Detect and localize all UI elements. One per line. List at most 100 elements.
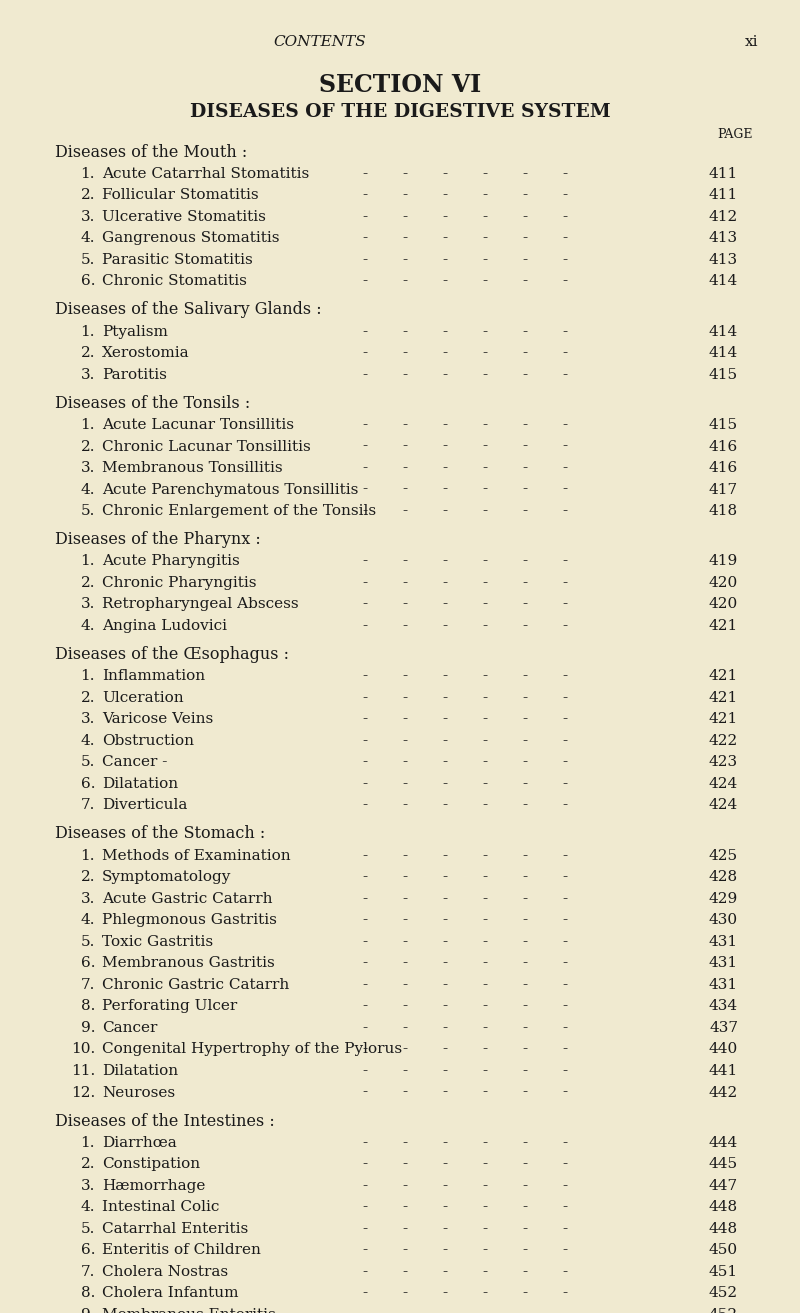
Text: -: - <box>522 1222 527 1236</box>
Text: -: - <box>402 504 407 519</box>
Text: 424: 424 <box>709 777 738 790</box>
Text: 415: 415 <box>709 418 738 432</box>
Text: -: - <box>402 1136 407 1150</box>
Text: -: - <box>522 734 527 748</box>
Text: -: - <box>482 1157 487 1171</box>
Text: -: - <box>442 1022 447 1035</box>
Text: 1.: 1. <box>81 418 95 432</box>
Text: -: - <box>562 871 567 884</box>
Text: -: - <box>562 1308 567 1313</box>
Text: -: - <box>562 798 567 813</box>
Text: -: - <box>442 188 447 202</box>
Text: -: - <box>362 978 367 991</box>
Text: 11.: 11. <box>70 1064 95 1078</box>
Text: -: - <box>362 1086 367 1099</box>
Text: 437: 437 <box>709 1022 738 1035</box>
Text: -: - <box>402 1064 407 1078</box>
Text: 10.: 10. <box>70 1043 95 1057</box>
Text: -: - <box>402 670 407 683</box>
Text: -: - <box>522 755 527 769</box>
Text: -: - <box>362 1179 367 1192</box>
Text: 4.: 4. <box>81 734 95 748</box>
Text: 2.: 2. <box>81 576 95 590</box>
Text: -: - <box>362 1136 367 1150</box>
Text: -: - <box>522 999 527 1014</box>
Text: -: - <box>402 274 407 289</box>
Text: -: - <box>442 978 447 991</box>
Text: Symptomatology: Symptomatology <box>102 871 231 884</box>
Text: 1.: 1. <box>81 848 95 863</box>
Text: -: - <box>482 1179 487 1192</box>
Text: -: - <box>562 167 567 181</box>
Text: 4.: 4. <box>81 914 95 927</box>
Text: 4.: 4. <box>81 1200 95 1215</box>
Text: 4.: 4. <box>81 483 95 496</box>
Text: -: - <box>362 956 367 970</box>
Text: -: - <box>442 1179 447 1192</box>
Text: -: - <box>562 461 567 475</box>
Text: Phlegmonous Gastritis: Phlegmonous Gastritis <box>102 914 277 927</box>
Text: 5.: 5. <box>81 1222 95 1236</box>
Text: Diseases of the Intestines :: Diseases of the Intestines : <box>55 1112 274 1129</box>
Text: -: - <box>362 188 367 202</box>
Text: -: - <box>362 231 367 246</box>
Text: 421: 421 <box>709 691 738 705</box>
Text: 4.: 4. <box>81 231 95 246</box>
Text: 447: 447 <box>709 1179 738 1192</box>
Text: Angina Ludovici: Angina Ludovici <box>102 618 227 633</box>
Text: -: - <box>562 1022 567 1035</box>
Text: -: - <box>362 554 367 569</box>
Text: -: - <box>442 440 447 453</box>
Text: 421: 421 <box>709 670 738 683</box>
Text: 416: 416 <box>709 440 738 453</box>
Text: -: - <box>402 1200 407 1215</box>
Text: -: - <box>522 956 527 970</box>
Text: -: - <box>562 777 567 790</box>
Text: Cancer: Cancer <box>102 1022 158 1035</box>
Text: -: - <box>482 167 487 181</box>
Text: -: - <box>362 798 367 813</box>
Text: -: - <box>402 1264 407 1279</box>
Text: -: - <box>522 848 527 863</box>
Text: -: - <box>482 440 487 453</box>
Text: -: - <box>402 777 407 790</box>
Text: -: - <box>562 1243 567 1258</box>
Text: -: - <box>442 1136 447 1150</box>
Text: -: - <box>522 691 527 705</box>
Text: -: - <box>442 274 447 289</box>
Text: -: - <box>522 1086 527 1099</box>
Text: Diseases of the Pharynx :: Diseases of the Pharynx : <box>55 532 261 549</box>
Text: -: - <box>522 1043 527 1057</box>
Text: -: - <box>442 347 447 360</box>
Text: 1.: 1. <box>81 324 95 339</box>
Text: -: - <box>562 576 567 590</box>
Text: -: - <box>482 1086 487 1099</box>
Text: -: - <box>522 440 527 453</box>
Text: -: - <box>402 1287 407 1300</box>
Text: 434: 434 <box>709 999 738 1014</box>
Text: Acute Parenchymatous Tonsillitis: Acute Parenchymatous Tonsillitis <box>102 483 358 496</box>
Text: -: - <box>482 1222 487 1236</box>
Text: Chronic Pharyngitis: Chronic Pharyngitis <box>102 576 257 590</box>
Text: Catarrhal Enteritis: Catarrhal Enteritis <box>102 1222 248 1236</box>
Text: -: - <box>442 253 447 267</box>
Text: -: - <box>522 167 527 181</box>
Text: -: - <box>482 848 487 863</box>
Text: -: - <box>522 1179 527 1192</box>
Text: Diverticula: Diverticula <box>102 798 187 813</box>
Text: 419: 419 <box>709 554 738 569</box>
Text: -: - <box>482 504 487 519</box>
Text: Chronic Enlargement of the Tonsils: Chronic Enlargement of the Tonsils <box>102 504 376 519</box>
Text: -: - <box>522 618 527 633</box>
Text: -: - <box>442 670 447 683</box>
Text: -: - <box>442 504 447 519</box>
Text: 1.: 1. <box>81 670 95 683</box>
Text: -: - <box>562 1064 567 1078</box>
Text: -: - <box>362 935 367 949</box>
Text: -: - <box>442 368 447 382</box>
Text: -: - <box>562 935 567 949</box>
Text: -: - <box>442 914 447 927</box>
Text: -: - <box>442 1043 447 1057</box>
Text: 430: 430 <box>709 914 738 927</box>
Text: -: - <box>362 1022 367 1035</box>
